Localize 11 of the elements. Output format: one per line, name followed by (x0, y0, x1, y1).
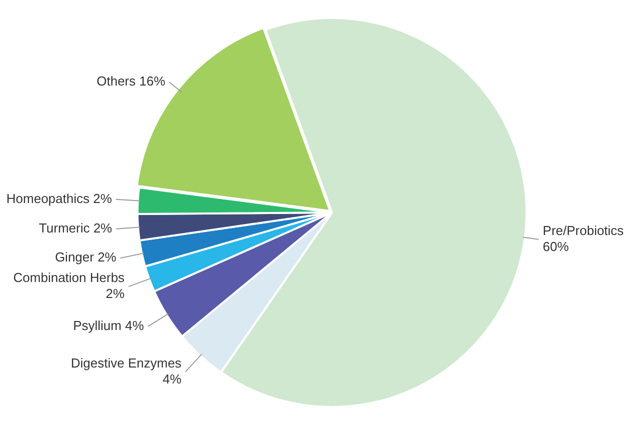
slice-label: Combination Herbs (13, 270, 126, 286)
slice-label: Turmeric 2% (38, 220, 113, 236)
slice-label: Psyllium 4% (73, 318, 144, 333)
slice-label: Others 16% (96, 74, 166, 89)
data-label: 4% (162, 371, 182, 386)
slice-label: Ginger 2% (54, 250, 117, 265)
data-label: 60% (542, 238, 570, 254)
slice-label: Digestive Enzymes (70, 355, 182, 370)
slice-label: Pre/Probiotics (542, 222, 624, 238)
data-label: 2% (106, 286, 125, 302)
slice-label: Homeopathics 2% (6, 190, 112, 206)
